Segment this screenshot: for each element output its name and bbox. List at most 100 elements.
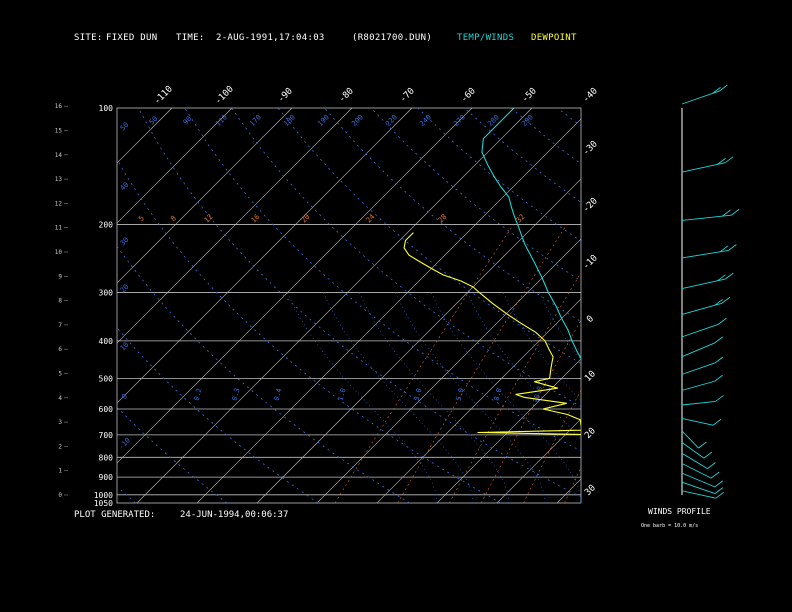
- isotherm-line: [117, 108, 473, 464]
- dry-adiabat-line: [184, 108, 581, 452]
- wind-barb: [681, 490, 716, 499]
- theta-label: 50: [148, 115, 160, 127]
- dry-adiabat-line: [324, 108, 581, 323]
- height-km-label: 15: [55, 128, 63, 135]
- isotherm-label: -10: [581, 253, 600, 272]
- winds-profile: [681, 84, 740, 499]
- dry-adiabat-line: [744, 108, 792, 503]
- pressure-label: 1050: [94, 499, 113, 508]
- mixing-ratio-label: 8: [169, 214, 178, 223]
- wind-barb: [681, 417, 714, 426]
- time-label: TIME:: [176, 33, 205, 43]
- theta-label: 170: [248, 113, 263, 128]
- wind-barb-flag: [714, 336, 724, 344]
- mixing-ratio-label: 16: [250, 213, 262, 225]
- dry-adiabat-line: [117, 486, 137, 503]
- wind-barb-flag: [722, 209, 731, 217]
- wind-barb-flag: [703, 451, 713, 459]
- moist-adiabat-label: 1.0: [337, 387, 348, 401]
- isotherm-line: [117, 108, 173, 164]
- theta-label: 220: [384, 113, 399, 128]
- wind-barb: [681, 442, 705, 459]
- height-km-label: 10: [55, 249, 63, 256]
- plot-generated-label: PLOT GENERATED:: [74, 510, 156, 520]
- height-km-label: 14: [55, 152, 63, 159]
- wind-barb-flag: [724, 272, 734, 280]
- site-value: FIXED DUN: [106, 33, 158, 43]
- isotherm-line: [316, 238, 581, 503]
- pressure-label: 800: [99, 453, 114, 462]
- isotherm-label: 30: [583, 483, 598, 498]
- theta-label: 240: [418, 113, 433, 128]
- height-km-label: 0: [58, 492, 62, 499]
- wind-barb: [681, 472, 715, 488]
- wind-barb-flag: [714, 298, 723, 306]
- height-km-label: 12: [55, 200, 63, 207]
- isotherm-label: -20: [581, 196, 600, 215]
- height-km-label: 8: [58, 298, 62, 305]
- moist-adiabat-label: 0.3: [231, 387, 242, 401]
- wind-barb-flag: [717, 274, 726, 282]
- file-name: (R8021700.DUN): [352, 33, 433, 43]
- isotherm-line: [117, 108, 293, 284]
- mixing-ratio-label: 32: [515, 213, 527, 225]
- wind-barb-flag: [714, 356, 724, 364]
- pressure-label: 300: [99, 289, 114, 298]
- dry-adiabat-label: 0: [120, 392, 129, 401]
- mixing-ratio-label: 28: [437, 213, 449, 225]
- dry-adiabat-label: 10: [119, 341, 131, 353]
- moist-adiabat-label: 5.0: [455, 387, 466, 401]
- wind-barb: [681, 362, 716, 375]
- isobars: [116, 107, 582, 504]
- wind-barb-flag: [715, 395, 724, 402]
- wind-barb: [681, 162, 726, 173]
- theta-label: 90: [182, 115, 194, 127]
- dry-adiabat-line: [117, 327, 319, 503]
- isotherm-line: [117, 108, 353, 344]
- moist-adiabat-line: [467, 292, 581, 440]
- height-km-label: 5: [58, 371, 62, 378]
- mixing-ratio-line: [523, 389, 581, 503]
- theta-label: 290: [520, 113, 535, 128]
- isotherm-label: -70: [398, 86, 417, 105]
- wind-barb-flag: [730, 208, 740, 216]
- height-km-label: 2: [58, 443, 62, 450]
- wind-barb-flag: [721, 296, 731, 304]
- mixing-ratio-label: 24: [365, 213, 377, 225]
- isotherm-label: -80: [337, 86, 356, 105]
- time-value: 2-AUG-1991,17:04:03: [216, 33, 325, 43]
- mixing-ratio-label: 12: [203, 213, 215, 225]
- plot-generated-value: 24-JUN-1994,00:06:37: [180, 510, 289, 520]
- plot-frame: [116, 107, 582, 504]
- pressure-label: 1000: [94, 491, 113, 500]
- theta-label: 200: [350, 113, 365, 128]
- moist-adiabat-line: [287, 292, 438, 503]
- wind-barb-flag: [714, 374, 723, 382]
- moist-adiabat-line: [395, 292, 546, 503]
- pressure-label: 500: [99, 374, 114, 383]
- moist-adiabat-line: [359, 292, 510, 503]
- dry-adiabat-line: [464, 108, 581, 203]
- wind-barb: [681, 323, 719, 338]
- dry-adiabat-line: [370, 108, 581, 282]
- height-km-label: 7: [58, 322, 62, 329]
- dry-adiabat-line: [557, 108, 581, 127]
- dry-adiabat-label: 20: [119, 283, 131, 295]
- wind-barb-flag: [698, 441, 707, 449]
- moist-adiabat-label: 0.2: [193, 387, 204, 401]
- moist-adiabat-label: 20.0: [532, 385, 544, 403]
- isotherm-label: 10: [583, 369, 598, 384]
- wind-barb: [681, 302, 722, 315]
- dry-adiabat-line: [117, 406, 228, 503]
- legend-temp: TEMP/WINDS: [457, 33, 515, 43]
- background-lines: [117, 108, 792, 503]
- height-km-label: 9: [58, 273, 62, 280]
- isotherm-label: -30: [581, 139, 600, 158]
- height-km-label: 1: [58, 468, 62, 475]
- wind-barb-flag: [710, 471, 720, 479]
- height-km-label: 3: [58, 419, 62, 426]
- dewpoint-line: [403, 232, 581, 435]
